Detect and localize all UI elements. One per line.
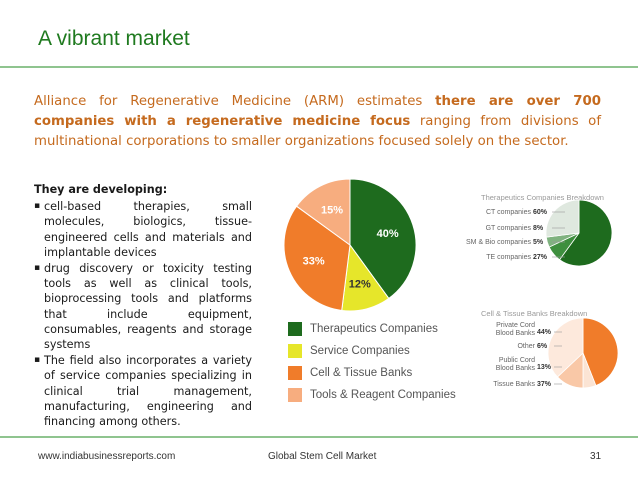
breakdown-label: GT companies — [486, 225, 532, 232]
pie-slice — [283, 205, 351, 312]
breakdown-label: Private Cord — [496, 322, 535, 329]
footer-website: www.indiabusinessreports.com — [38, 451, 176, 462]
bullet-item: cell-based therapies, small molecules, b… — [34, 199, 252, 260]
breakdown-value: 27% — [533, 254, 548, 261]
intro-highlight: there are over 700 companies with a rege… — [34, 94, 601, 129]
breakdown-slice — [547, 317, 584, 378]
legend-item-cell-tissue: Cell & Tissue Banks — [288, 362, 456, 384]
breakdown-value: 13% — [537, 364, 552, 371]
breakdown-value: 44% — [537, 329, 552, 336]
legend-label: Tools & Reagent Companies — [310, 389, 456, 401]
intro-paragraph: Alliance for Regenerative Medicine (ARM)… — [34, 92, 601, 152]
legend-swatch — [288, 388, 302, 402]
breakdown-slice — [556, 352, 584, 389]
intro-text-2: ranging from divisions of multinational … — [34, 114, 601, 149]
page-number: 31 — [590, 451, 602, 462]
legend-swatch — [288, 344, 302, 358]
footer-divider — [0, 436, 638, 438]
bullet-item: The field also incorporates a variety of… — [34, 353, 252, 429]
breakdown-label: Blood Banks — [496, 365, 536, 372]
pie-slice — [295, 178, 351, 246]
legend-item-service: Service Companies — [288, 340, 456, 362]
pie-data-label: 15% — [321, 205, 343, 217]
footer-title: Global Stem Cell Market — [268, 451, 377, 462]
header-divider — [0, 66, 638, 68]
breakdown-slice — [582, 352, 597, 389]
breakdown-slice — [545, 232, 580, 248]
breakdown-slice — [548, 232, 580, 261]
breakdown-slice — [545, 199, 580, 238]
page-title: A vibrant market — [38, 27, 190, 50]
breakdown-title: Cell & Tissue Banks Breakdown — [481, 309, 587, 318]
bullet-item: drug discovery or toxicity testing tools… — [34, 261, 252, 352]
legend-label: Service Companies — [310, 345, 410, 357]
breakdown-value: 5% — [533, 239, 544, 246]
pie-data-label: 40% — [377, 228, 399, 240]
breakdown-value: 60% — [533, 209, 548, 216]
main-pie-legend: Therapeutics Companies Service Companies… — [288, 318, 456, 406]
breakdown-label: Tissue Banks — [493, 381, 535, 388]
breakdown-label: CT companies — [486, 209, 532, 216]
legend-item-tools: Tools & Reagent Companies — [288, 384, 456, 406]
breakdown-title: Therapeutics Companies Breakdown — [481, 193, 604, 202]
breakdown-value: 37% — [537, 381, 552, 388]
breakdown-label: TE companies — [486, 254, 531, 261]
intro-text-1: Alliance for Regenerative Medicine (ARM)… — [34, 94, 436, 109]
breakdown-value: 8% — [533, 225, 544, 232]
legend-swatch — [288, 366, 302, 380]
breakdown-label: Other — [517, 343, 535, 350]
legend-label: Cell & Tissue Banks — [310, 367, 413, 379]
pie-data-label: 12% — [349, 278, 371, 290]
pie-slice — [341, 243, 390, 312]
legend-item-therapeutics: Therapeutics Companies — [288, 318, 456, 340]
breakdown-label: SM & Bio companies — [466, 239, 531, 246]
developing-list: They are developing: cell-based therapie… — [34, 182, 252, 430]
breakdown-slice — [559, 199, 613, 267]
pie-data-label: 33% — [303, 256, 325, 268]
legend-label: Therapeutics Companies — [310, 323, 438, 335]
developing-heading: They are developing: — [34, 183, 168, 196]
pie-slice — [349, 178, 417, 300]
breakdown-label: Blood Banks — [496, 330, 536, 337]
breakdown-slice — [582, 317, 619, 387]
breakdown-value: 6% — [537, 343, 548, 350]
legend-swatch — [288, 322, 302, 336]
breakdown-label: Public Cord — [499, 357, 535, 364]
